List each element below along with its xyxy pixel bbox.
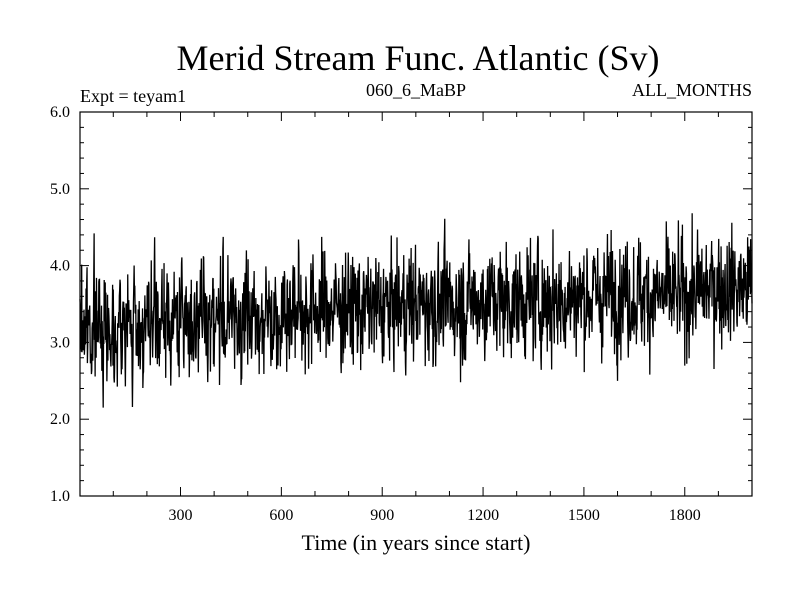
ticks-layer: 300 600 900 1200 1500 1800 1.0 2.0 3.0 4.0 5.0 6.0: [50, 104, 752, 524]
x-axis-label: Time (in years since start): [302, 530, 531, 555]
x-tick-label: 1500: [568, 507, 600, 524]
x-tick-label: 900: [370, 507, 394, 524]
x-tick-label: 1800: [669, 507, 701, 524]
chart-title: Merid Stream Func. Atlantic (Sv): [177, 38, 660, 78]
subtitle-months: ALL_MONTHS: [632, 80, 752, 100]
y-tick-label: 3.0: [50, 334, 70, 351]
x-tick-label: 600: [269, 507, 293, 524]
series-line: [79, 213, 753, 408]
subtitle-experiment: Expt = teyam1: [80, 86, 186, 106]
y-tick-label: 4.0: [50, 258, 70, 275]
subtitle-period: 060_6_MaBP: [366, 80, 466, 100]
y-tick-label: 2.0: [50, 411, 70, 428]
y-tick-label: 6.0: [50, 104, 70, 121]
x-tick-label: 1200: [467, 507, 499, 524]
series-layer: [79, 213, 753, 408]
y-tick-label: 5.0: [50, 181, 70, 198]
y-tick-label: 1.0: [50, 488, 70, 505]
x-tick-label: 300: [169, 507, 193, 524]
